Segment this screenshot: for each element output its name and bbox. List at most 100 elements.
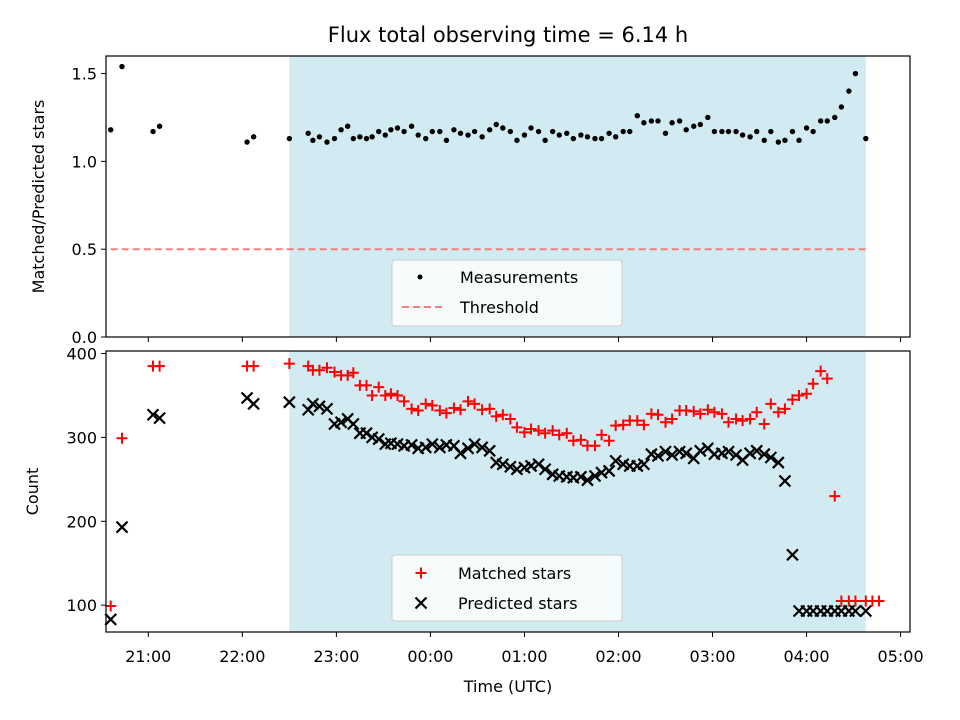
measurement-point — [739, 132, 746, 138]
measurement-point — [521, 132, 528, 138]
ratio-legend-box — [391, 259, 623, 327]
matched-star-marker — [547, 425, 559, 437]
predicted-star-marker — [347, 417, 360, 431]
ratio-y-ticks: 0.0 0.5 1.0 1.5 — [72, 65, 106, 347]
legend-predicted-marker — [414, 596, 428, 610]
predicted-star-marker — [772, 456, 785, 469]
predicted-star-marker — [475, 441, 489, 454]
matched-star-marker — [379, 389, 391, 401]
count-y-ticks: 100 200 300 400 — [66, 345, 106, 615]
predicted-star-marker — [468, 437, 481, 451]
matched-star-marker — [484, 403, 496, 415]
measurement-point — [493, 121, 499, 128]
predicted-star-marker — [659, 445, 672, 458]
predicted-star-marker — [504, 460, 517, 474]
predicted-star-marker — [104, 613, 117, 626]
matched-star-marker — [154, 360, 166, 372]
predicted-star-marker — [146, 408, 160, 422]
measurement-point — [683, 127, 689, 133]
measurement-point — [542, 137, 548, 143]
y-tick-label: 0.5 — [72, 240, 97, 259]
measurement-point — [852, 70, 859, 77]
matched-star-marker — [420, 398, 432, 410]
measurement-point — [578, 132, 584, 138]
matched-star-marker — [631, 415, 643, 427]
matched-star-marker — [347, 367, 359, 379]
predicted-star-marker — [483, 444, 496, 458]
predicted-star-marker — [637, 457, 651, 471]
predicted-star-marker — [651, 449, 665, 463]
matched-star-marker — [617, 419, 629, 431]
matched-star-marker — [575, 434, 587, 446]
matched-star-marker — [688, 405, 700, 417]
ratio-x-ticks — [147, 337, 902, 342]
x-tick-label: 03:00 — [689, 647, 735, 666]
predicted-star-marker — [743, 447, 757, 460]
measurement-points — [108, 63, 869, 145]
matched-star-marker — [360, 379, 372, 391]
measurement-point — [528, 125, 534, 131]
matched-star-marker — [829, 490, 841, 502]
matched-star-marker — [448, 402, 460, 414]
measurement-point — [634, 113, 640, 119]
matched-star-marker — [652, 409, 664, 421]
count-legend: Matched stars Predicted stars — [391, 554, 623, 622]
matched-star-marker — [455, 404, 467, 416]
x-tick-label: 00:00 — [407, 647, 453, 666]
predicted-star-marker — [461, 442, 475, 455]
measurement-point — [429, 128, 436, 135]
matched-star-marker — [385, 388, 397, 400]
measurement-point — [305, 130, 311, 136]
matched-star-marker — [497, 409, 509, 421]
measurement-point — [846, 88, 852, 94]
predicted-star-marker — [849, 604, 862, 618]
measurement-point — [408, 123, 415, 129]
measurement-point — [331, 135, 338, 142]
measurement-point — [316, 134, 323, 140]
matched-star-marker — [702, 404, 714, 416]
measurement-point — [655, 118, 661, 124]
measurement-point — [457, 130, 464, 136]
predicted-star-marker — [786, 548, 799, 562]
predicted-star-marker — [496, 457, 510, 471]
measurement-point — [556, 132, 562, 138]
matched-star-marker — [758, 418, 770, 430]
matched-star-marker — [398, 395, 410, 407]
matched-star-marker — [744, 413, 756, 425]
y-tick-label: 1.0 — [72, 152, 97, 171]
predicted-star-marker — [433, 441, 447, 454]
measurement-point — [382, 132, 388, 138]
measurement-point — [479, 134, 485, 140]
matched-star-marker — [666, 413, 678, 425]
measurement-point — [423, 135, 429, 142]
matched-star-marker — [772, 406, 784, 418]
measurement-point — [507, 128, 514, 135]
predicted-star-marker — [609, 454, 622, 468]
matched-star-marker — [406, 403, 418, 415]
measurement-point — [620, 128, 626, 135]
predicted-star-marker — [454, 447, 467, 460]
matched-star-marker — [849, 595, 861, 607]
matched-star-marker — [793, 389, 805, 401]
measurement-point — [705, 114, 711, 121]
y-tick-label: 0.0 — [72, 328, 97, 347]
measurement-point — [775, 139, 782, 145]
matched-star-marker — [765, 398, 777, 410]
matched-star-marker — [366, 389, 378, 401]
y-tick-label: 300 — [66, 428, 97, 447]
matched-star-marker — [730, 413, 742, 425]
count-legend-box — [391, 554, 623, 622]
matched-star-marker — [533, 425, 545, 437]
measurement-point — [648, 118, 655, 124]
matched-star-marker — [116, 432, 128, 444]
matched-star-marker — [561, 427, 573, 439]
measurement-point — [754, 128, 760, 135]
measurement-point — [719, 128, 725, 135]
x-tick-label: 05:00 — [878, 647, 924, 666]
measurement-point — [691, 123, 697, 129]
measurement-point — [514, 137, 520, 143]
matched-star-marker — [539, 427, 551, 439]
measurement-point — [810, 128, 816, 135]
predicted-star-marker — [538, 462, 552, 476]
matched-star-marker — [873, 595, 885, 607]
